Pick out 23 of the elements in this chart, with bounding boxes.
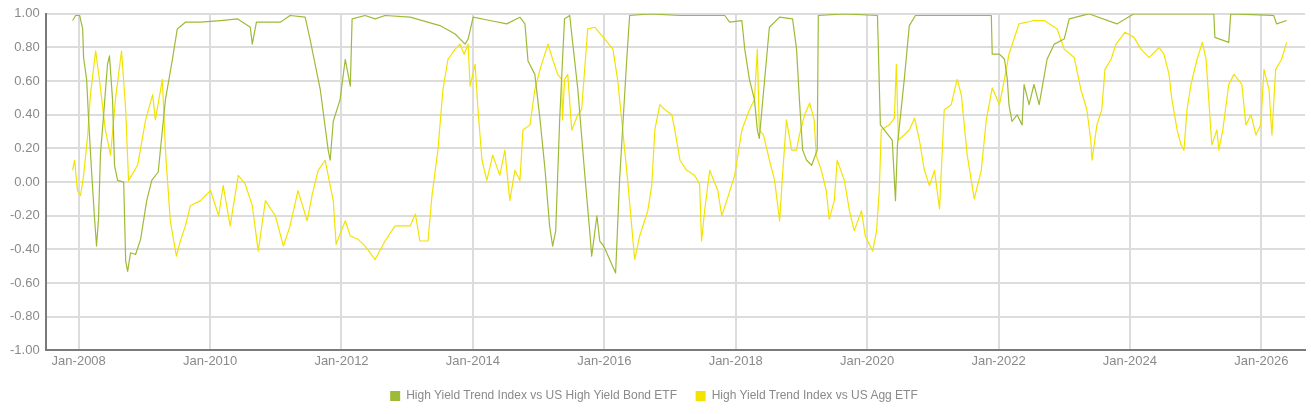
x-tick-label: Jan-2026 bbox=[1234, 352, 1289, 368]
y-tick-label: 0.80 bbox=[14, 39, 40, 55]
y-tick-label: -0.60 bbox=[9, 274, 40, 290]
legend-label: High Yield Trend Index vs US High Yield Bond ETF bbox=[406, 388, 677, 403]
x-tick-label: Jan-2018 bbox=[708, 352, 763, 368]
x-tick-label: Jan-2016 bbox=[577, 352, 632, 368]
y-tick-label: 1.00 bbox=[14, 5, 40, 21]
x-tick-label: Jan-2024 bbox=[1102, 352, 1157, 368]
x-tick-label: Jan-2008 bbox=[51, 352, 106, 368]
x-tick-label: Jan-2020 bbox=[839, 352, 895, 368]
y-tick-label: 0.00 bbox=[14, 173, 40, 189]
y-tick-label: -0.40 bbox=[9, 241, 40, 256]
x-tick-label: Jan-2012 bbox=[314, 352, 369, 368]
x-tick-label: Jan-2010 bbox=[183, 352, 238, 368]
y-tick-label: -0.80 bbox=[9, 308, 40, 324]
y-tick-label: 0.60 bbox=[14, 72, 40, 88]
y-tick-label: -1.00 bbox=[9, 341, 40, 357]
x-tick-label: Jan-2014 bbox=[445, 352, 501, 368]
y-tick-label: 0.20 bbox=[14, 140, 40, 156]
legend-label: High Yield Trend Index vs US Agg ETF bbox=[711, 388, 918, 403]
y-tick-label: 0.40 bbox=[14, 106, 40, 122]
y-tick-label: -0.20 bbox=[9, 207, 40, 223]
x-tick-label: Jan-2022 bbox=[971, 352, 1026, 368]
